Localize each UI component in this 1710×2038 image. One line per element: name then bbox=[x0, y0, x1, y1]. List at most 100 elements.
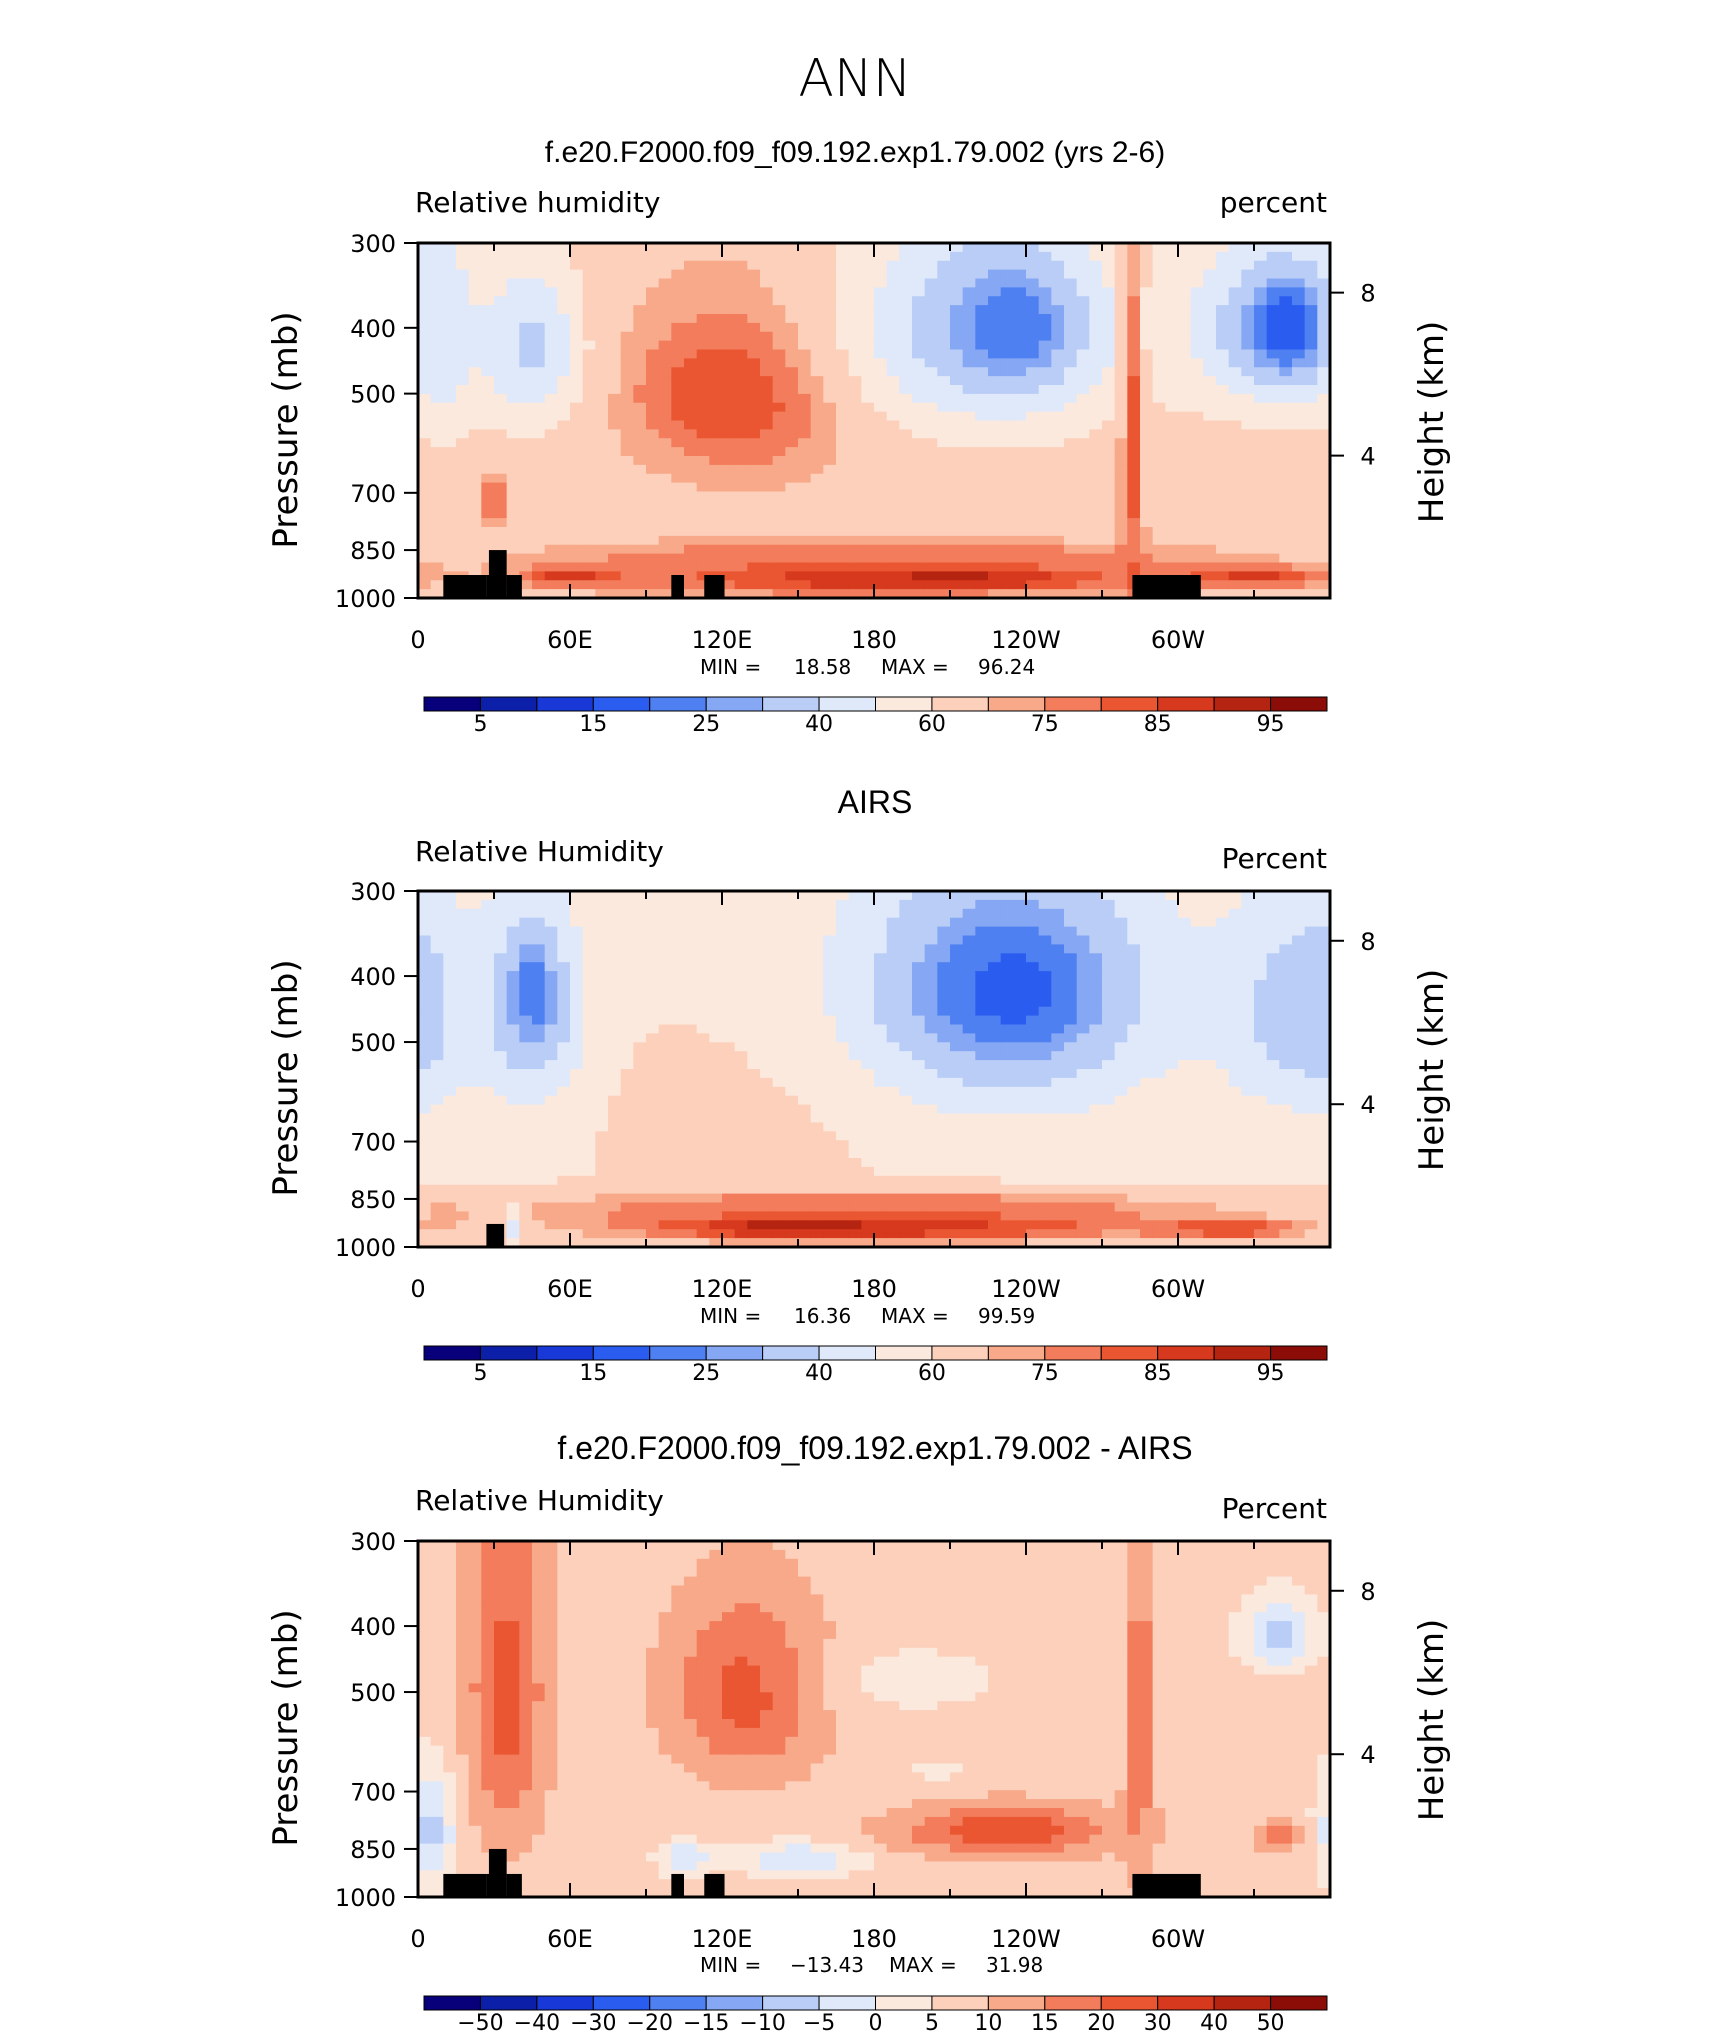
field-cell bbox=[772, 376, 786, 386]
field-cell bbox=[1000, 385, 1014, 395]
field-cell bbox=[1165, 553, 1179, 564]
field-cell bbox=[962, 1184, 976, 1195]
field-cell bbox=[532, 1140, 546, 1150]
field-cell bbox=[975, 411, 989, 422]
field-cell bbox=[684, 553, 698, 564]
field-cell bbox=[418, 935, 432, 945]
field-cell bbox=[1038, 278, 1052, 288]
field-cell bbox=[608, 438, 622, 448]
field-cell bbox=[848, 962, 862, 972]
field-cell bbox=[570, 926, 584, 937]
field-cell bbox=[924, 296, 938, 306]
field-cell bbox=[874, 544, 888, 555]
field-cell bbox=[671, 260, 685, 271]
field-cell bbox=[684, 962, 698, 972]
field-cell bbox=[1089, 305, 1103, 315]
field-cell bbox=[696, 1024, 710, 1034]
field-cell bbox=[1064, 509, 1078, 519]
field-cell bbox=[658, 1024, 672, 1034]
field-cell bbox=[1013, 1202, 1027, 1212]
field-cell bbox=[468, 251, 482, 262]
field-cell bbox=[582, 305, 596, 315]
field-cell bbox=[646, 438, 660, 448]
field-cell bbox=[1064, 322, 1078, 333]
field-cell bbox=[671, 1238, 685, 1248]
field-cell bbox=[1013, 944, 1027, 954]
field-cell bbox=[1178, 287, 1192, 297]
field-cell bbox=[1292, 385, 1306, 395]
field-cell bbox=[468, 953, 482, 963]
field-cell bbox=[1064, 429, 1078, 439]
field-cell bbox=[1000, 553, 1014, 564]
field-cell bbox=[1051, 296, 1065, 306]
field-cell bbox=[532, 571, 546, 581]
field-cell bbox=[722, 305, 736, 315]
field-cell bbox=[1026, 1131, 1040, 1141]
field-cell bbox=[684, 917, 698, 928]
field-cell bbox=[874, 429, 888, 439]
field-cell bbox=[912, 438, 926, 448]
field-cell bbox=[722, 1086, 736, 1097]
field-cell bbox=[886, 438, 900, 448]
field-cell bbox=[950, 1175, 964, 1186]
field-cell bbox=[886, 1131, 900, 1141]
field-cell bbox=[443, 944, 457, 954]
field-cell bbox=[760, 544, 774, 555]
field-cell bbox=[494, 385, 508, 395]
field-cell bbox=[608, 1077, 622, 1088]
field-cell bbox=[595, 926, 609, 937]
field-cell bbox=[772, 278, 786, 288]
field-cell bbox=[1140, 500, 1154, 510]
field-cell bbox=[1279, 464, 1293, 475]
field-cell bbox=[418, 1122, 432, 1132]
field-cell bbox=[1317, 562, 1331, 572]
field-cell bbox=[418, 438, 432, 448]
field-cell bbox=[1076, 509, 1090, 519]
field-cell bbox=[620, 367, 634, 377]
field-cell bbox=[912, 269, 926, 280]
field-cell bbox=[671, 314, 685, 324]
field-cell bbox=[519, 527, 533, 537]
field-cell bbox=[772, 429, 786, 439]
field-cell bbox=[798, 340, 812, 351]
field-cell bbox=[418, 1104, 432, 1115]
field-cell bbox=[924, 908, 938, 919]
field-cell bbox=[494, 296, 508, 306]
field-cell bbox=[456, 535, 470, 546]
field-cell bbox=[519, 953, 533, 963]
field-cell bbox=[962, 473, 976, 484]
field-cell bbox=[1013, 331, 1027, 342]
field-cell bbox=[874, 500, 888, 510]
field-cell bbox=[912, 1149, 926, 1159]
field-cell bbox=[1304, 278, 1318, 288]
field-cell bbox=[1013, 278, 1027, 288]
field-cell bbox=[570, 402, 584, 413]
field-cell bbox=[734, 562, 748, 572]
field-cell bbox=[760, 1095, 774, 1106]
field-cell bbox=[975, 367, 989, 377]
field-cell bbox=[709, 1033, 723, 1043]
field-cell bbox=[1026, 358, 1040, 368]
field-cell bbox=[481, 1140, 495, 1150]
field-cell bbox=[468, 447, 482, 457]
field-cell bbox=[608, 287, 622, 297]
field-cell bbox=[620, 349, 634, 359]
y-tick-label: 400 bbox=[350, 315, 396, 343]
field-cell bbox=[633, 571, 647, 581]
field-cell bbox=[1051, 997, 1065, 1008]
field-cell bbox=[1152, 305, 1166, 315]
field-cell bbox=[1203, 411, 1217, 422]
field-cell bbox=[1190, 473, 1204, 484]
field-cell bbox=[810, 535, 824, 546]
field-cell bbox=[988, 980, 1002, 990]
field-cell bbox=[899, 509, 913, 519]
field-cell bbox=[570, 1149, 584, 1159]
field-cell bbox=[823, 1069, 837, 1079]
field-cell bbox=[975, 331, 989, 342]
field-cell bbox=[798, 314, 812, 324]
field-cell bbox=[418, 464, 432, 475]
field-cell bbox=[595, 500, 609, 510]
field-cell bbox=[481, 544, 495, 555]
field-cell bbox=[418, 1158, 432, 1168]
field-cell bbox=[709, 997, 723, 1008]
